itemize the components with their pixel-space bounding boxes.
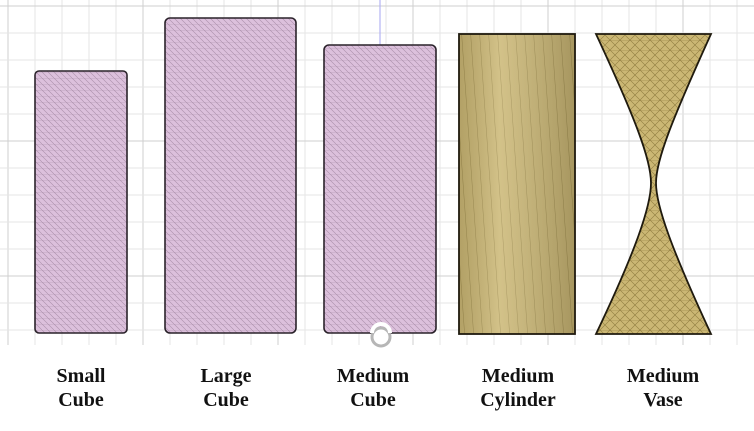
label-medium-cube-line1: Medium [336, 365, 410, 387]
large-cube-shape[interactable] [164, 17, 297, 334]
label-medium-cube: Medium Cube [308, 364, 438, 412]
label-medium-vase: Medium Vase [598, 364, 728, 412]
label-large-cube-line1: Large [200, 365, 252, 387]
label-medium-cylinder-line1: Medium [481, 365, 555, 387]
label-small-cube-line2: Cube [58, 389, 104, 411]
label-medium-vase-line1: Medium [626, 365, 700, 387]
label-medium-cylinder-line2: Cylinder [480, 389, 556, 411]
medium-cylinder-shape[interactable] [458, 33, 576, 335]
drag-handle-icon[interactable] [370, 322, 392, 348]
label-large-cube: Large Cube [161, 364, 291, 412]
label-large-cube-line2: Cube [203, 389, 249, 411]
label-medium-cube-line2: Cube [350, 389, 396, 411]
label-small-cube-line1: Small [56, 365, 106, 387]
label-small-cube: Small Cube [16, 364, 146, 412]
medium-vase-shape[interactable] [594, 33, 713, 335]
label-medium-cylinder: Medium Cylinder [453, 364, 583, 412]
medium-cube-shape[interactable] [323, 44, 437, 334]
small-cube-shape[interactable] [34, 70, 128, 334]
label-medium-vase-line2: Vase [643, 389, 683, 411]
